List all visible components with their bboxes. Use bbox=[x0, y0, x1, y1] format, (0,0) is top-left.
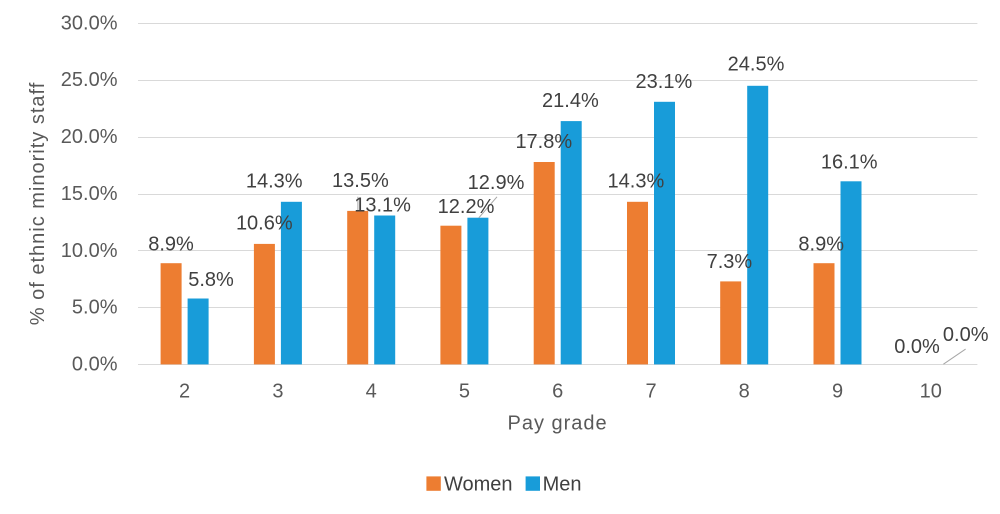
svg-text:21.4%: 21.4% bbox=[542, 90, 599, 112]
svg-text:12.2%: 12.2% bbox=[438, 196, 495, 218]
svg-text:10.6%: 10.6% bbox=[236, 213, 293, 235]
svg-text:17.8%: 17.8% bbox=[515, 131, 572, 153]
svg-text:4: 4 bbox=[366, 380, 377, 402]
svg-text:Pay grade: Pay grade bbox=[508, 412, 608, 434]
svg-text:Men: Men bbox=[543, 474, 582, 496]
svg-text:5.8%: 5.8% bbox=[188, 269, 234, 291]
svg-text:Women: Women bbox=[444, 474, 513, 496]
svg-text:10.0%: 10.0% bbox=[61, 240, 118, 262]
svg-text:10: 10 bbox=[920, 380, 942, 402]
svg-text:7.3%: 7.3% bbox=[707, 251, 753, 273]
svg-text:15.0%: 15.0% bbox=[61, 183, 118, 205]
svg-text:16.1%: 16.1% bbox=[821, 152, 878, 174]
svg-text:14.3%: 14.3% bbox=[608, 171, 665, 193]
svg-text:5: 5 bbox=[459, 380, 470, 402]
svg-text:8.9%: 8.9% bbox=[148, 234, 194, 256]
svg-text:13.1%: 13.1% bbox=[354, 195, 411, 217]
svg-text:6: 6 bbox=[552, 380, 563, 402]
svg-text:14.3%: 14.3% bbox=[246, 170, 303, 192]
svg-text:2: 2 bbox=[179, 380, 190, 402]
svg-text:3: 3 bbox=[272, 380, 283, 402]
svg-text:8: 8 bbox=[739, 380, 750, 402]
svg-text:0.0%: 0.0% bbox=[943, 324, 989, 346]
svg-text:24.5%: 24.5% bbox=[728, 54, 785, 76]
svg-text:0.0%: 0.0% bbox=[72, 354, 118, 376]
svg-text:9: 9 bbox=[832, 380, 843, 402]
svg-text:23.1%: 23.1% bbox=[636, 71, 693, 93]
svg-text:7: 7 bbox=[645, 380, 656, 402]
svg-text:25.0%: 25.0% bbox=[61, 69, 118, 91]
svg-text:30.0%: 30.0% bbox=[61, 12, 118, 34]
svg-text:8.9%: 8.9% bbox=[798, 233, 844, 255]
svg-text:0.0%: 0.0% bbox=[894, 336, 940, 358]
svg-text:12.9%: 12.9% bbox=[468, 172, 525, 194]
svg-text:5.0%: 5.0% bbox=[72, 297, 118, 319]
svg-text:13.5%: 13.5% bbox=[332, 170, 389, 192]
svg-text:% of ethnic minority staff: % of ethnic minority staff bbox=[27, 82, 49, 326]
svg-text:20.0%: 20.0% bbox=[61, 126, 118, 148]
